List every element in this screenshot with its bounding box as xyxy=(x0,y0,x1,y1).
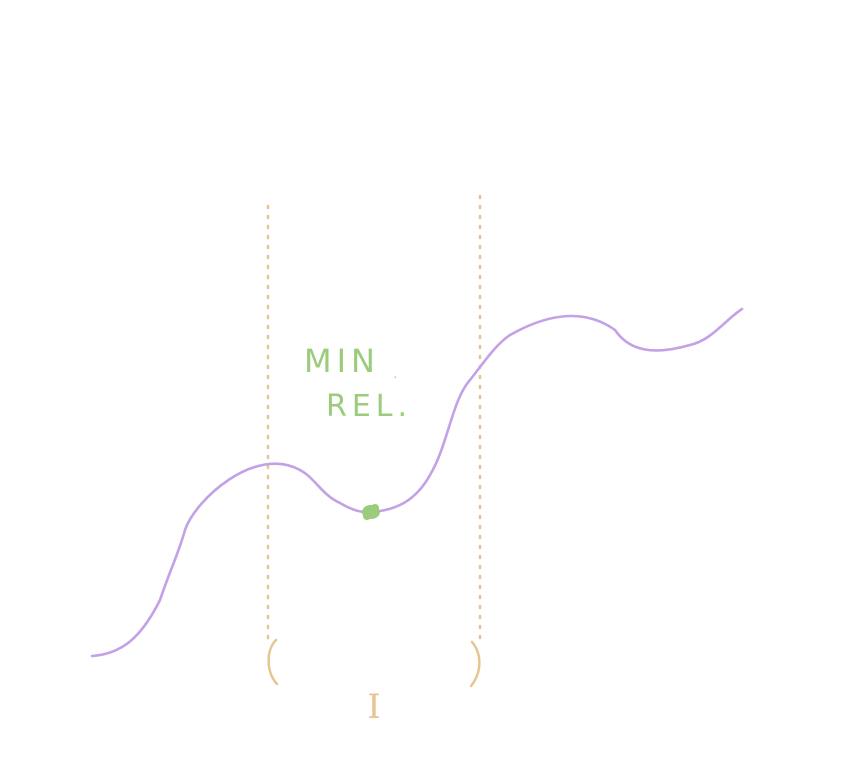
annotation-min-dot: · xyxy=(393,371,398,386)
annotation-rel: REL. xyxy=(326,389,412,424)
annotation-min: MIN xyxy=(304,342,380,380)
interval-left-parenthesis xyxy=(267,638,279,686)
interval-right-parenthesis xyxy=(469,640,481,688)
function-curve xyxy=(90,307,744,658)
interval-label: I xyxy=(367,687,380,727)
relative-minimum-point xyxy=(362,504,380,520)
